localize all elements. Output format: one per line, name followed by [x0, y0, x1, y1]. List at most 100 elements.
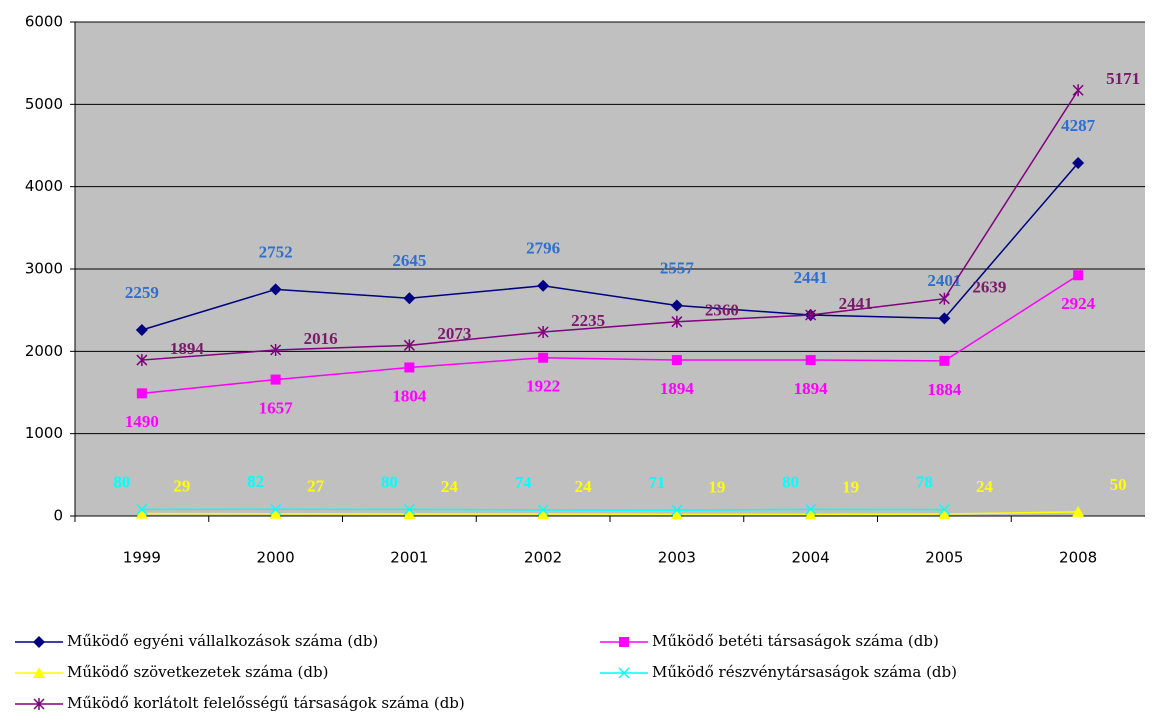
- data-label: 2073: [437, 324, 471, 343]
- marker: [670, 508, 683, 520]
- data-label: 1884: [927, 380, 962, 399]
- marker: [939, 355, 950, 366]
- series-line: [141, 511, 1079, 516]
- data-label: 78: [916, 472, 933, 491]
- marker: [135, 507, 148, 519]
- marker: [270, 374, 281, 385]
- data-label: 82: [247, 472, 264, 491]
- marker: [1072, 84, 1084, 97]
- marker: [33, 698, 45, 710]
- marker: [403, 339, 415, 352]
- marker: [537, 504, 549, 516]
- data-label: 2016: [304, 329, 338, 348]
- marker: [804, 508, 817, 520]
- marker: [136, 388, 147, 399]
- marker: [403, 292, 416, 305]
- x-tick-label: 2000: [257, 549, 295, 567]
- x-tick-label: 2005: [925, 549, 963, 567]
- y-tick-label: 2000: [25, 342, 63, 360]
- marker: [938, 504, 950, 516]
- data-label: 2645: [392, 251, 426, 270]
- y-tick-label: 1000: [25, 424, 63, 442]
- marker: [404, 362, 415, 373]
- marker: [805, 503, 817, 515]
- legend-label: Működő szövetkezetek száma (db): [67, 663, 328, 681]
- marker: [270, 344, 282, 357]
- series-line: [141, 162, 1079, 331]
- data-label: 1894: [794, 379, 829, 398]
- series-line: [141, 89, 1079, 361]
- x-tick-label: 2001: [390, 549, 428, 567]
- marker: [403, 508, 416, 520]
- marker: [538, 352, 549, 363]
- marker: [805, 355, 816, 366]
- marker: [619, 637, 629, 647]
- y-tick-label: 5000: [25, 95, 63, 113]
- marker: [403, 503, 415, 515]
- marker: [1072, 157, 1085, 170]
- data-label: 1922: [526, 377, 560, 396]
- x-tick-label: 2002: [524, 549, 562, 567]
- data-label: 80: [381, 472, 398, 491]
- y-tick-label: 6000: [25, 13, 63, 31]
- data-label: 1894: [170, 339, 205, 358]
- marker: [136, 354, 148, 367]
- y-tick-label: 3000: [25, 260, 63, 278]
- data-label: 24: [441, 477, 459, 496]
- data-label: 74: [515, 473, 533, 492]
- data-label: 2639: [972, 278, 1006, 297]
- marker: [671, 355, 682, 366]
- data-label: 2752: [259, 242, 293, 261]
- y-tick-label: 4000: [25, 177, 63, 195]
- x-tick-label: 2004: [792, 549, 830, 567]
- legend-label: Működő egyéni vállalkozások száma (db): [67, 632, 378, 650]
- legend-label: Működő részvénytársaságok száma (db): [652, 663, 957, 681]
- data-label: 24: [976, 477, 994, 496]
- marker: [270, 503, 282, 515]
- marker: [1072, 505, 1085, 517]
- marker: [938, 312, 951, 325]
- marker: [671, 315, 683, 328]
- data-label: 2796: [526, 239, 560, 258]
- data-label: 2235: [571, 311, 605, 330]
- marker: [1073, 270, 1084, 281]
- data-label: 80: [113, 472, 130, 491]
- legend-label: Működő korlátolt felelősségű társaságok …: [67, 694, 465, 712]
- marker: [33, 636, 45, 648]
- data-label: 71: [648, 473, 665, 492]
- marker: [537, 508, 550, 520]
- data-label: 1490: [125, 412, 159, 431]
- data-label: 1894: [660, 379, 695, 398]
- data-label: 24: [575, 477, 593, 496]
- data-label: 2441: [839, 294, 873, 313]
- marker: [805, 309, 817, 322]
- data-label: 27: [307, 477, 325, 496]
- data-label: 4287: [1061, 116, 1096, 135]
- marker: [269, 507, 282, 519]
- data-label: 2557: [660, 258, 695, 277]
- x-tick-label: 2008: [1059, 549, 1097, 567]
- data-label: 2259: [125, 283, 159, 302]
- marker: [938, 292, 950, 305]
- data-label: 1657: [259, 398, 294, 417]
- data-label: 50: [1110, 475, 1127, 494]
- data-label: 1804: [392, 386, 427, 405]
- marker: [537, 279, 550, 292]
- data-label: 19: [842, 477, 859, 496]
- marker: [537, 325, 549, 338]
- data-label: 29: [173, 477, 190, 496]
- data-label: 5171: [1106, 69, 1140, 88]
- series-line: [141, 274, 1079, 395]
- data-label: 80: [782, 472, 799, 491]
- marker: [269, 283, 282, 296]
- data-label: 2360: [705, 301, 739, 320]
- y-tick-label: 0: [53, 507, 63, 525]
- x-tick-label: 2003: [658, 549, 696, 567]
- data-label: 2441: [794, 268, 828, 287]
- marker: [618, 667, 630, 679]
- marker: [135, 324, 148, 337]
- x-tick-label: 1999: [123, 549, 161, 567]
- data-label: 19: [708, 477, 725, 496]
- marker: [670, 299, 683, 312]
